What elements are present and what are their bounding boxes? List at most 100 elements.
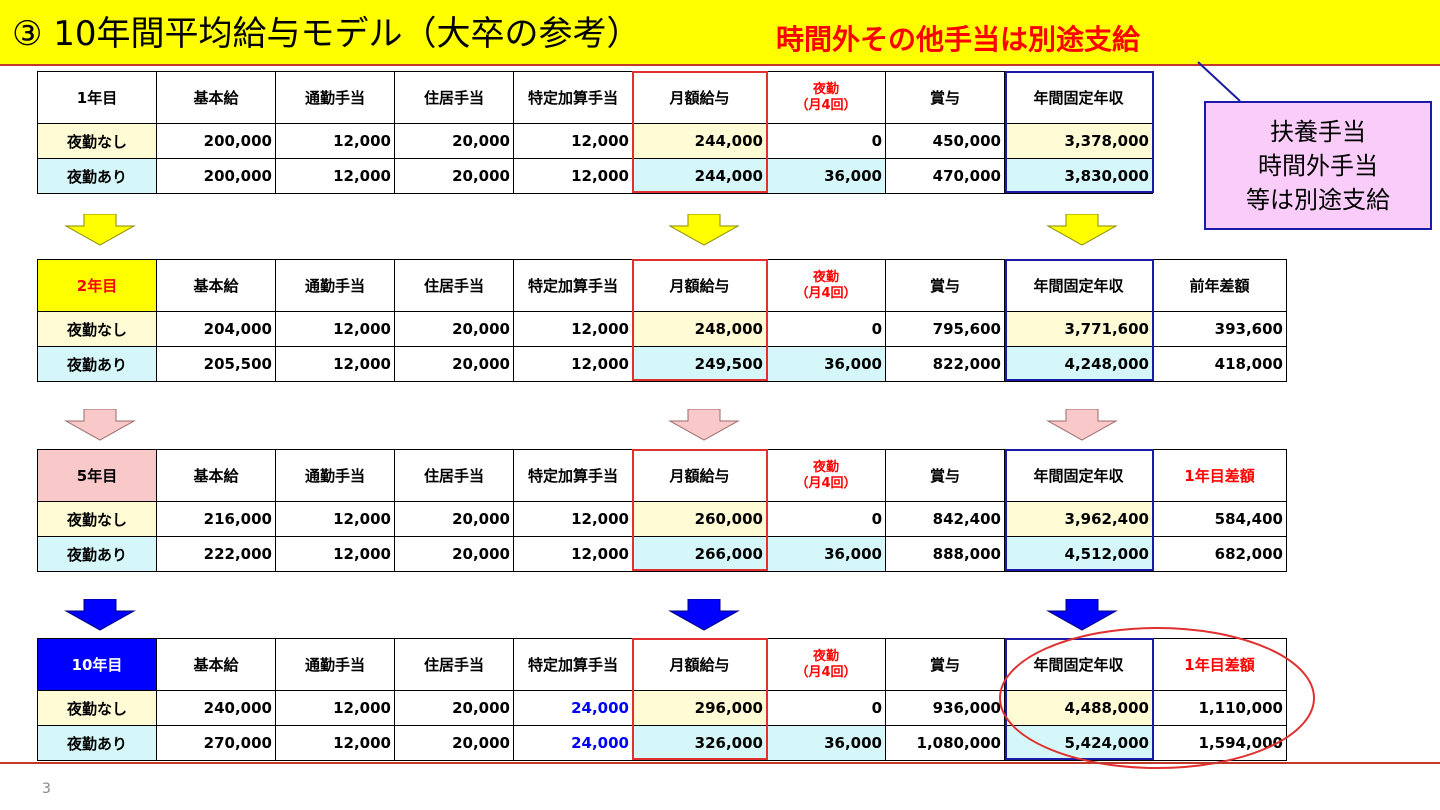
cell-housing: 20,000 xyxy=(394,690,514,726)
page-number: 3 xyxy=(42,781,51,797)
footer-divider xyxy=(0,762,1440,764)
year-label: 5年目 xyxy=(37,449,157,502)
cell-bonus: 795,600 xyxy=(885,311,1005,347)
cell-special: 24,000 xyxy=(513,690,633,726)
col-header-annual: 年間固定年収 xyxy=(1004,71,1153,124)
row-label: 夜勤なし xyxy=(37,123,157,159)
night-shift-sublabel: （月4回） xyxy=(795,664,857,680)
cell-bonus: 936,000 xyxy=(885,690,1005,726)
cell-monthly: 249,500 xyxy=(632,346,767,382)
cell-night-shift: 0 xyxy=(766,311,886,347)
page-title: ③ 10年間平均給与モデル（大卒の参考） xyxy=(12,14,641,54)
table-header-row: 10年目 基本給 通勤手当 住居手当 特定加算手当 月額給与 夜勤 （月4回） 賞… xyxy=(37,638,1287,691)
col-header-special: 特定加算手当 xyxy=(513,449,633,502)
col-header-special: 特定加算手当 xyxy=(513,638,633,691)
col-header-commute: 通勤手当 xyxy=(275,71,395,124)
col-header-diff: 1年目差額 xyxy=(1152,449,1287,502)
col-header-housing: 住居手当 xyxy=(394,259,514,312)
col-header-housing: 住居手当 xyxy=(394,449,514,502)
cell-diff: 584,400 xyxy=(1152,501,1287,537)
cell-monthly: 244,000 xyxy=(632,158,767,194)
col-header-housing: 住居手当 xyxy=(394,71,514,124)
note-line: 時間外手当 xyxy=(1258,152,1378,180)
col-header-basic-salary: 基本給 xyxy=(156,71,276,124)
cell-commute: 12,000 xyxy=(275,158,395,194)
col-header-monthly: 月額給与 xyxy=(632,259,767,312)
cell-monthly: 260,000 xyxy=(632,501,767,537)
cell-annual: 4,488,000 xyxy=(1004,690,1153,726)
cell-housing: 20,000 xyxy=(394,311,514,347)
col-header-commute: 通勤手当 xyxy=(275,449,395,502)
col-header-annual: 年間固定年収 xyxy=(1004,449,1153,502)
cell-monthly: 248,000 xyxy=(632,311,767,347)
cell-annual: 4,512,000 xyxy=(1004,536,1153,572)
cell-housing: 20,000 xyxy=(394,158,514,194)
allowance-note-box: 扶養手当 時間外手当 等は別途支給 xyxy=(1204,101,1432,230)
col-header-special: 特定加算手当 xyxy=(513,71,633,124)
row-label: 夜勤なし xyxy=(37,690,157,726)
night-shift-label: 夜勤 xyxy=(812,269,839,285)
cell-annual: 5,424,000 xyxy=(1004,725,1153,761)
salary-table-year2: 2年目 基本給 通勤手当 住居手当 特定加算手当 月額給与 夜勤 （月4回） 賞与… xyxy=(37,259,1287,382)
night-shift-sublabel: （月4回） xyxy=(795,285,857,301)
title-banner: ③ 10年間平均給与モデル（大卒の参考） 時間外その他手当は別途支給 xyxy=(0,0,1440,66)
night-shift-label: 夜勤 xyxy=(812,648,839,664)
down-arrow-icon xyxy=(64,409,136,441)
col-header-night-shift: 夜勤 （月4回） xyxy=(766,638,886,691)
cell-commute: 12,000 xyxy=(275,536,395,572)
col-header-commute: 通勤手当 xyxy=(275,638,395,691)
table-row: 夜勤あり 200,000 12,000 20,000 12,000 244,00… xyxy=(37,158,1287,194)
cell-housing: 20,000 xyxy=(394,501,514,537)
cell-annual: 3,771,600 xyxy=(1004,311,1153,347)
page-subtitle: 時間外その他手当は別途支給 xyxy=(776,23,1141,56)
cell-special: 24,000 xyxy=(513,725,633,761)
cell-basic-salary: 216,000 xyxy=(156,501,276,537)
note-line: 扶養手当 xyxy=(1270,118,1366,146)
table-row: 夜勤なし 240,000 12,000 20,000 24,000 296,00… xyxy=(37,690,1287,726)
table-row: 夜勤あり 270,000 12,000 20,000 24,000 326,00… xyxy=(37,725,1287,761)
down-arrow-icon xyxy=(668,214,740,246)
col-header-night-shift: 夜勤 （月4回） xyxy=(766,259,886,312)
table-row: 夜勤あり 222,000 12,000 20,000 12,000 266,00… xyxy=(37,536,1287,572)
cell-night-shift: 36,000 xyxy=(766,725,886,761)
cell-night-shift: 36,000 xyxy=(766,346,886,382)
col-header-monthly: 月額給与 xyxy=(632,71,767,124)
cell-special: 12,000 xyxy=(513,536,633,572)
cell-annual: 3,830,000 xyxy=(1004,158,1153,194)
col-header-night-shift: 夜勤 （月4回） xyxy=(766,71,886,124)
cell-night-shift: 0 xyxy=(766,690,886,726)
row-label: 夜勤あり xyxy=(37,725,157,761)
col-header-bonus: 賞与 xyxy=(885,638,1005,691)
cell-monthly: 296,000 xyxy=(632,690,767,726)
cell-night-shift: 0 xyxy=(766,501,886,537)
col-header-bonus: 賞与 xyxy=(885,71,1005,124)
cell-diff: 1,110,000 xyxy=(1152,690,1287,726)
down-arrow-icon xyxy=(668,599,740,631)
down-arrow-icon xyxy=(64,599,136,631)
table-header-row: 2年目 基本給 通勤手当 住居手当 特定加算手当 月額給与 夜勤 （月4回） 賞与… xyxy=(37,259,1287,312)
table-row: 夜勤なし 204,000 12,000 20,000 12,000 248,00… xyxy=(37,311,1287,347)
cell-commute: 12,000 xyxy=(275,690,395,726)
cell-diff: 418,000 xyxy=(1152,346,1287,382)
cell-diff: 393,600 xyxy=(1152,311,1287,347)
cell-annual: 3,962,400 xyxy=(1004,501,1153,537)
table-header-row: 5年目 基本給 通勤手当 住居手当 特定加算手当 月額給与 夜勤 （月4回） 賞与… xyxy=(37,449,1287,502)
cell-basic-salary: 204,000 xyxy=(156,311,276,347)
down-arrow-icon xyxy=(64,214,136,246)
night-shift-sublabel: （月4回） xyxy=(795,475,857,491)
row-label: 夜勤あり xyxy=(37,346,157,382)
note-line: 等は別途支給 xyxy=(1246,186,1390,214)
night-shift-label: 夜勤 xyxy=(812,81,839,97)
cell-annual: 4,248,000 xyxy=(1004,346,1153,382)
cell-commute: 12,000 xyxy=(275,725,395,761)
cell-commute: 12,000 xyxy=(275,346,395,382)
row-label: 夜勤あり xyxy=(37,536,157,572)
cell-special: 12,000 xyxy=(513,346,633,382)
cell-night-shift: 36,000 xyxy=(766,536,886,572)
cell-special: 12,000 xyxy=(513,123,633,159)
salary-table-year1: 1年目 基本給 通勤手当 住居手当 特定加算手当 月額給与 夜勤 （月4回） 賞与… xyxy=(37,71,1287,194)
cell-basic-salary: 205,500 xyxy=(156,346,276,382)
cell-commute: 12,000 xyxy=(275,123,395,159)
cell-basic-salary: 240,000 xyxy=(156,690,276,726)
down-arrow-icon xyxy=(1046,599,1118,631)
